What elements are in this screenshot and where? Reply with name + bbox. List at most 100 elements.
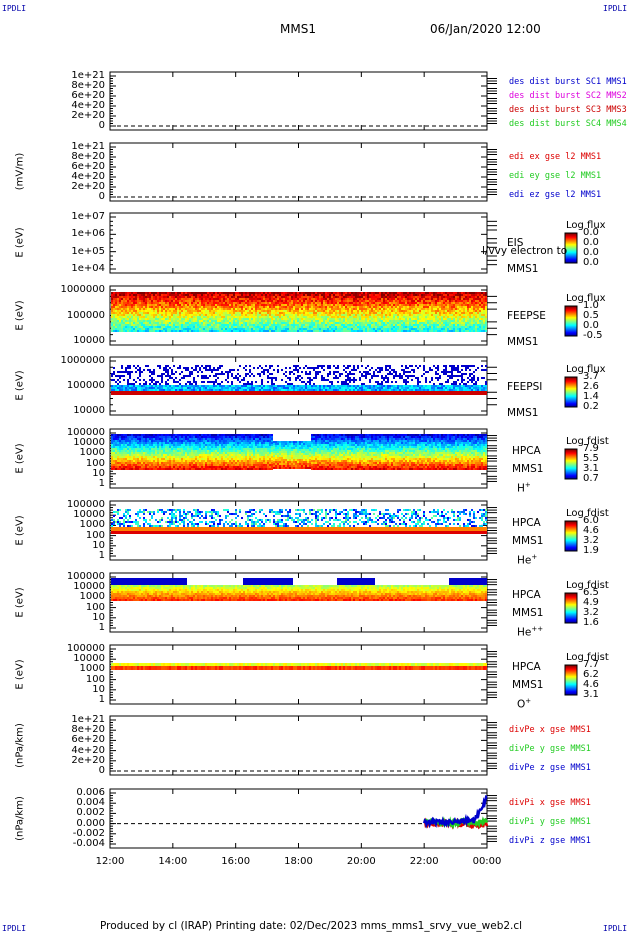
heatmap-cell [439, 328, 441, 330]
heatmap-cell [367, 320, 369, 322]
heatmap-cell [383, 322, 385, 324]
heatmap-cell [307, 312, 309, 314]
heatmap-cell [279, 328, 281, 330]
heatmap-cell [193, 324, 195, 326]
heatmap-cell [271, 312, 273, 314]
colorbar-swatch [565, 258, 577, 259]
heatmap-cell [127, 389, 129, 391]
heatmap-cell [415, 316, 417, 318]
heatmap-cell [289, 385, 291, 387]
heatmap-cell [155, 296, 157, 298]
heatmap-cell [339, 298, 341, 300]
heatmap-cell [477, 330, 479, 332]
heatmap-cell [257, 298, 259, 300]
heatmap-cell [345, 330, 347, 332]
heatmap-cell [439, 330, 441, 332]
heatmap-cell [399, 330, 401, 332]
heatmap-cell [193, 387, 195, 389]
heatmap-cell [365, 304, 367, 306]
heatmap-cell [435, 316, 437, 318]
heatmap-cell [361, 314, 363, 316]
heatmap-cell [347, 365, 349, 367]
heatmap-cell [321, 302, 323, 304]
heatmap-cell [143, 310, 145, 312]
heatmap-cell [179, 308, 181, 310]
heatmap-cell [273, 306, 275, 308]
heatmap-cell [475, 302, 477, 304]
heatmap-cell [379, 302, 381, 304]
heatmap-cell [149, 322, 151, 324]
heatmap-cell [115, 381, 117, 383]
heatmap-cell [281, 310, 283, 312]
heatmap-cell [285, 381, 287, 383]
heatmap-cell [371, 304, 373, 306]
heatmap-cell [403, 302, 405, 304]
heatmap-cell [355, 391, 357, 395]
heatmap-cell [213, 381, 215, 383]
heatmap-cell [433, 316, 435, 318]
heatmap-cell [337, 324, 339, 326]
heatmap-cell [429, 314, 431, 316]
heatmap-cell [331, 326, 333, 328]
heatmap-cell [235, 306, 237, 308]
heatmap-cell [133, 387, 135, 389]
heatmap-cell [387, 296, 389, 298]
heatmap-cell [313, 326, 315, 328]
heatmap-cell [253, 292, 255, 294]
heatmap-cell [197, 314, 199, 316]
heatmap-cell [319, 302, 321, 304]
heatmap-cell [249, 387, 251, 389]
heatmap-cell [261, 310, 263, 312]
heatmap-cell [145, 328, 147, 330]
heatmap-cell [431, 316, 433, 318]
heatmap-cell [157, 316, 159, 318]
heatmap-cell [167, 306, 169, 308]
heatmap-cell [427, 304, 429, 306]
heatmap-cell [469, 310, 471, 312]
heatmap-cell [393, 316, 395, 318]
heatmap-cell [261, 302, 263, 304]
heatmap-cell [277, 310, 279, 312]
heatmap-cell [425, 314, 427, 316]
heatmap-cell [389, 308, 391, 310]
heatmap-cell [461, 320, 463, 322]
heatmap-cell [139, 371, 141, 373]
heatmap-cell [387, 304, 389, 306]
heatmap-cell [359, 310, 361, 312]
heatmap-cell [451, 318, 453, 320]
heatmap-cell [313, 304, 315, 306]
heatmap-cell [371, 300, 373, 302]
heatmap-cell [321, 318, 323, 320]
heatmap-cell [475, 308, 477, 310]
heatmap-cell [217, 330, 219, 332]
heatmap-cell [465, 320, 467, 322]
heatmap-cell [457, 298, 459, 300]
heatmap-cell [431, 328, 433, 330]
heatmap-cell [239, 320, 241, 322]
heatmap-cell [205, 369, 207, 371]
heatmap-cell [199, 296, 201, 298]
heatmap-cell [191, 306, 193, 308]
heatmap-cell [267, 330, 269, 332]
heatmap-cell [253, 322, 255, 324]
heatmap-cell [333, 377, 335, 379]
heatmap-cell [303, 381, 305, 383]
heatmap-cell [219, 328, 221, 330]
heatmap-cell [327, 302, 329, 304]
heatmap-cell [215, 294, 217, 296]
heatmap-cell [309, 389, 311, 391]
heatmap-cell [293, 294, 295, 296]
heatmap-cell [303, 300, 305, 302]
heatmap-cell [469, 320, 471, 322]
heatmap-cell [223, 306, 225, 308]
heatmap-cell [263, 326, 265, 328]
heatmap-cell [237, 296, 239, 298]
heatmap-cell [373, 296, 375, 298]
heatmap-cell [453, 324, 455, 326]
heatmap-cell [241, 294, 243, 296]
heatmap-cell [413, 298, 415, 300]
heatmap-cell [393, 308, 395, 310]
heatmap-cell [299, 310, 301, 312]
heatmap-cell [133, 300, 135, 302]
heatmap-cell [217, 326, 219, 328]
